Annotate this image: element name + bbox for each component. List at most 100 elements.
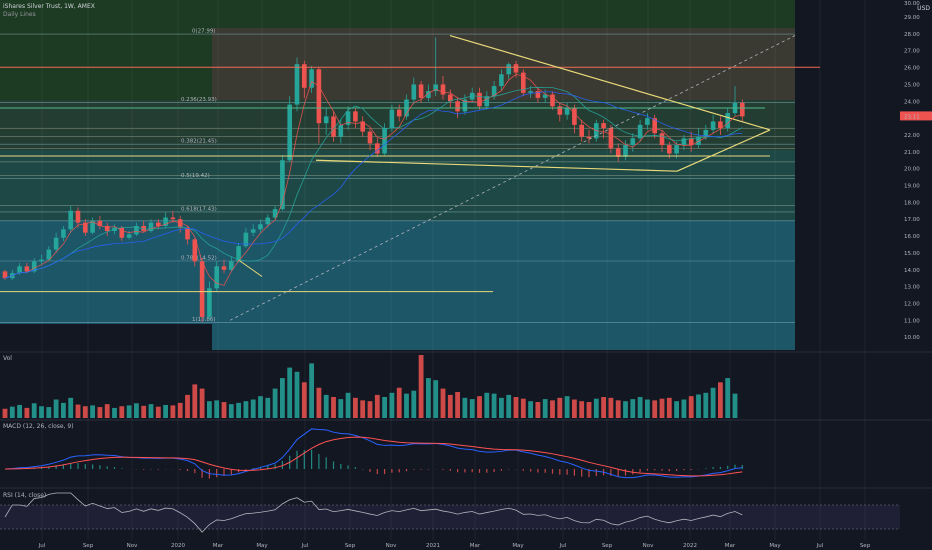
- macd-histogram-bar: [281, 460, 283, 469]
- candle-body: [258, 224, 263, 230]
- candle-body: [396, 109, 402, 117]
- macd-histogram-bar: [610, 469, 612, 476]
- volume-bar: [53, 399, 59, 418]
- time-tick: Nov: [127, 543, 138, 549]
- zone-gray: [212, 28, 795, 100]
- candle-body: [170, 217, 176, 220]
- volume-bar: [477, 396, 482, 418]
- moving-average: [4, 87, 743, 279]
- price-tick: 18.00: [904, 200, 920, 206]
- candle-body: [221, 266, 227, 270]
- candle-body: [382, 128, 387, 154]
- macd-histogram-bar: [354, 467, 356, 469]
- last-price-label: 23.11: [904, 114, 920, 120]
- volume-bar: [535, 402, 541, 418]
- price-tick: 10.00: [904, 335, 920, 341]
- time-tick: Sep: [602, 543, 613, 549]
- volume-bar: [557, 397, 563, 418]
- volume-bar: [185, 394, 190, 418]
- triangle-lower-flat: [315, 159, 678, 172]
- volume-bar: [155, 406, 161, 418]
- price-axis-bg: [900, 0, 932, 550]
- volume-bar: [550, 400, 555, 418]
- volume-pane-label[interactable]: Vol: [3, 355, 12, 362]
- volume-bar: [710, 387, 716, 418]
- volume-bar: [447, 394, 453, 418]
- volume-bar: [411, 390, 417, 418]
- volume-bar: [199, 388, 205, 418]
- candle-body: [316, 69, 322, 124]
- price-tick: 19.00: [904, 184, 920, 190]
- zone-green-left: [0, 28, 212, 100]
- volume-bar: [426, 378, 431, 418]
- macd-histogram-bar: [384, 469, 386, 474]
- rsi-pane-label[interactable]: RSI (14, close): [3, 492, 47, 499]
- candle-body: [615, 148, 621, 157]
- volume-bar: [462, 397, 468, 418]
- macd-histogram-bar: [194, 469, 196, 474]
- volume-bar: [396, 387, 402, 418]
- volume-bar: [258, 396, 263, 418]
- volume-bar: [718, 382, 723, 418]
- macd-histogram-bar: [500, 469, 502, 471]
- price-tick: 17.00: [904, 217, 920, 223]
- candle-body: [353, 111, 358, 122]
- candle-body: [126, 234, 132, 238]
- volume-bar: [404, 393, 409, 418]
- candle-body: [192, 239, 198, 262]
- macd-histogram-bar: [347, 465, 349, 469]
- macd-histogram-bar: [303, 450, 305, 469]
- study-title[interactable]: Daily Lines: [3, 11, 36, 18]
- macd-histogram-bar: [617, 469, 619, 477]
- candle-body: [104, 225, 110, 231]
- volume-bar: [141, 405, 147, 418]
- macd-histogram-bar: [70, 462, 72, 469]
- macd-histogram-bar: [274, 464, 276, 469]
- zone-left-dark: [0, 324, 212, 350]
- time-tick: Sep: [860, 543, 871, 549]
- symbol-title[interactable]: iShares Silver Trust, 1W, AMEX: [3, 3, 95, 10]
- volume-bar: [579, 401, 585, 418]
- macd-pane-label[interactable]: MACD (12, 26, close, 9): [3, 423, 74, 430]
- macd-histogram-bar: [573, 469, 575, 476]
- price-grid: [41, 0, 866, 540]
- candle-body: [302, 64, 307, 88]
- volume-bar: [323, 394, 329, 418]
- volume-bar: [491, 393, 497, 418]
- candle-body: [2, 271, 8, 279]
- time-tick: Jul: [559, 543, 567, 549]
- candle-body: [24, 266, 30, 272]
- candle-body: [112, 227, 117, 231]
- candle-body: [207, 288, 212, 317]
- candle-body: [645, 118, 650, 125]
- channel-line: [237, 259, 263, 277]
- volume-bar: [484, 392, 490, 418]
- candle-body: [418, 84, 424, 98]
- price-tick: 11.00: [904, 318, 920, 324]
- macd-histogram-bar: [391, 469, 393, 473]
- trend-drawings[interactable]: [0, 34, 820, 321]
- candle-body: [440, 84, 446, 95]
- macd-histogram-bar: [99, 465, 101, 469]
- volume-bar: [97, 407, 103, 418]
- candle-body: [718, 121, 723, 129]
- candle-body: [39, 259, 44, 262]
- candle-body: [265, 217, 271, 225]
- last-price-marker: [900, 111, 932, 121]
- volume-bar: [418, 355, 424, 418]
- volume-bar: [586, 402, 592, 418]
- volume-bar: [645, 399, 650, 418]
- macd-histogram-bar: [245, 469, 247, 470]
- fib-label: 0(27.99): [192, 29, 216, 35]
- volume-bar: [17, 404, 22, 418]
- candle-body: [688, 138, 694, 146]
- macd-histogram-bar: [230, 469, 232, 475]
- macd-histogram-bar: [179, 469, 181, 470]
- price-tick: 26.00: [904, 66, 920, 72]
- candle-body: [367, 131, 373, 144]
- volume-bar: [177, 402, 183, 418]
- macd-histogram-bar: [559, 469, 561, 475]
- time-tick: Sep: [83, 543, 94, 549]
